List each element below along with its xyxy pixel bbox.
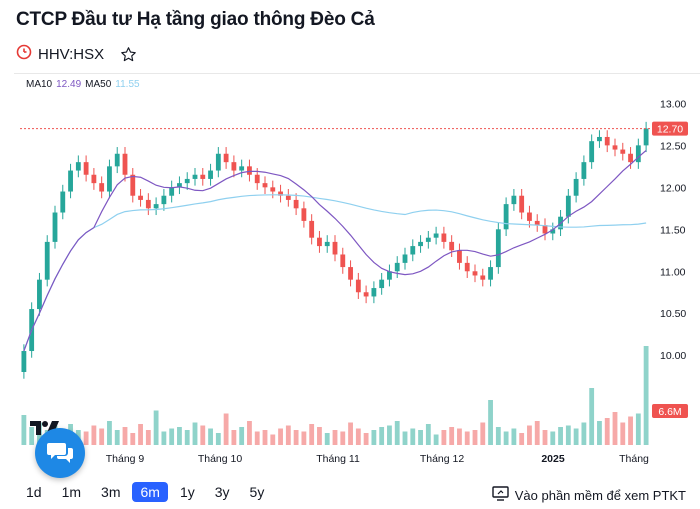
ma50-label: MA50 — [85, 79, 112, 90]
timer-icon — [16, 44, 32, 65]
range-button-3y[interactable]: 3y — [214, 484, 230, 500]
range-button-6m[interactable]: 6m — [132, 482, 168, 502]
chat-icon — [47, 441, 74, 470]
x-tick-label: Tháng 10 — [198, 453, 243, 465]
range-button-1d[interactable]: 1d — [26, 484, 42, 500]
x-axis: Tháng 9 Tháng 10 Tháng 11 Tháng 12 2025 Tháng — [106, 453, 649, 465]
x-tick-label: 2025 — [541, 453, 565, 465]
range-button-1m[interactable]: 1m — [61, 484, 82, 500]
ma10-label: MA10 — [26, 79, 53, 90]
ma10-value: 12.49 — [56, 79, 82, 90]
x-tick-label: Tháng 11 — [316, 453, 360, 465]
ptkt-label: Vào phần mềm để xem PTKT — [514, 487, 686, 503]
ma50-value: 11.55 — [115, 79, 140, 90]
page-title: CTCP Đầu tư Hạ tầng giao thông Đèo Cả — [16, 9, 375, 30]
chat-button[interactable] — [35, 428, 85, 478]
x-tick-label: Tháng — [619, 453, 649, 465]
chart-container[interactable] — [14, 73, 700, 446]
range-selector: 1d 1m 3m 6m 1y 3y 5y — [18, 482, 272, 502]
range-button-3m[interactable]: 3m — [101, 484, 121, 500]
ma-legend: MA10 12.49 MA50 11.55 — [26, 79, 140, 90]
ticker-row: HHV:HSX — [16, 44, 137, 64]
open-ptkt-link[interactable]: Vào phần mềm để xem PTKT — [492, 486, 686, 504]
range-button-1y[interactable]: 1y — [179, 484, 195, 500]
ticker-symbol: HHV:HSX — [38, 45, 105, 63]
range-button-5y[interactable]: 5y — [249, 484, 265, 500]
x-tick-label: Tháng 12 — [420, 453, 465, 465]
x-tick-label: Tháng 9 — [106, 453, 145, 465]
monitor-icon — [492, 486, 509, 504]
star-icon[interactable] — [120, 46, 137, 63]
